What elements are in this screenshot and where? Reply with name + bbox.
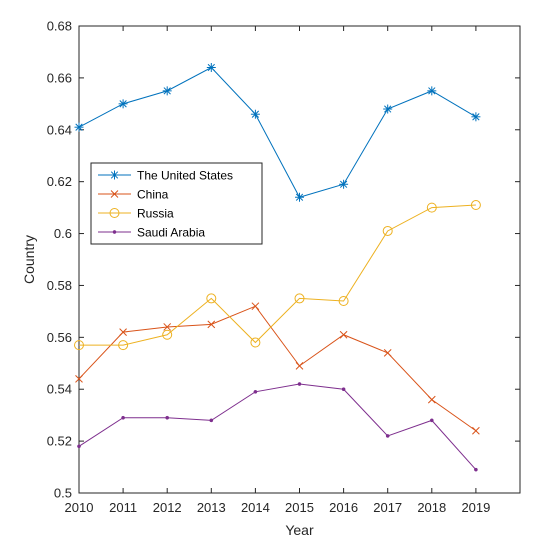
series-saudi-arabia [77, 382, 478, 472]
data-point [297, 382, 302, 386]
legend-label: Russia [137, 207, 174, 221]
data-point [427, 395, 436, 404]
y-tick-label: 0.54 [47, 382, 72, 397]
x-tick-label: 2012 [153, 500, 182, 515]
data-point [250, 337, 261, 348]
y-tick-label: 0.66 [47, 70, 72, 85]
data-point [385, 434, 390, 438]
data-point [294, 293, 305, 304]
plot-area [78, 25, 521, 494]
y-tick-label: 0.58 [47, 278, 72, 293]
legend: The United States China Russia Saudi Arabia [90, 162, 263, 245]
data-point [121, 415, 125, 420]
data-point [74, 122, 84, 132]
x-tick-label: 2014 [241, 500, 270, 515]
data-point [472, 426, 480, 435]
legend-marker [109, 208, 120, 218]
y-tick-label: 0.68 [47, 19, 72, 34]
y-tick-label: 0.56 [47, 330, 72, 345]
series-china [75, 302, 480, 435]
data-point [162, 329, 173, 340]
x-tick-label: 2017 [373, 500, 402, 515]
data-point [471, 112, 481, 122]
legend-marker [110, 190, 119, 198]
legend-entry: China [98, 188, 169, 202]
series-russia [74, 200, 481, 351]
series-line [78, 383, 477, 470]
data-point [163, 323, 172, 331]
data-point [206, 293, 217, 304]
x-tick-label: 2018 [417, 500, 446, 515]
x-tick-label: 2016 [329, 500, 358, 515]
series-layer [74, 63, 481, 472]
data-point [427, 86, 437, 96]
legend-marker [112, 230, 117, 234]
legend-marker [110, 170, 119, 180]
y-tick-label: 0.6 [54, 226, 72, 241]
series-line [79, 204, 476, 346]
data-point [207, 320, 216, 329]
y-axis: 0.5 0.52 0.54 0.56 0.58 0.6 0.62 0.64 0.66 0.68 [47, 19, 520, 501]
data-point [250, 109, 260, 119]
data-point [338, 296, 349, 307]
data-point [119, 328, 127, 336]
legend-label: Saudi Arabia [137, 226, 205, 240]
data-point [383, 349, 392, 357]
series-line [78, 305, 477, 432]
data-point [75, 374, 83, 383]
y-tick-label: 0.5 [54, 486, 72, 501]
data-point [77, 444, 81, 449]
data-point [165, 415, 170, 420]
x-tick-label: 2019 [461, 500, 490, 515]
x-tick-label: 2011 [109, 500, 137, 515]
legend-box [90, 162, 263, 245]
data-point [295, 362, 304, 370]
data-point [341, 387, 346, 392]
data-point [339, 179, 349, 189]
data-point [474, 467, 478, 472]
x-axis-title: Year [285, 522, 314, 538]
data-point [74, 340, 84, 351]
y-axis-title: Country [21, 235, 37, 284]
y-tick-label: 0.62 [47, 174, 72, 189]
data-point [118, 340, 129, 351]
data-point [251, 302, 260, 311]
data-point [382, 225, 393, 236]
x-tick-label: 2015 [285, 500, 314, 515]
data-point [339, 330, 348, 339]
x-tick-label: 2010 [65, 500, 94, 515]
data-point [429, 418, 434, 423]
data-point [206, 63, 216, 73]
data-point [426, 202, 437, 213]
data-point [253, 389, 258, 394]
y-tick-label: 0.52 [47, 434, 72, 449]
data-point [162, 86, 172, 96]
legend-entry: Russia [98, 207, 174, 221]
series-line [78, 66, 477, 198]
x-axis: 2010 2011 2012 2013 2014 2015 2016 2017 2018 2019 [65, 26, 490, 515]
data-point [295, 192, 304, 202]
legend-entry: The United States [98, 169, 233, 183]
y-tick-label: 0.64 [47, 122, 72, 137]
data-point [118, 99, 128, 109]
legend-entry: Saudi Arabia [98, 226, 205, 240]
series-the-united-states [74, 63, 481, 202]
data-point [470, 200, 481, 211]
data-point [209, 418, 214, 423]
x-tick-label: 2013 [197, 500, 226, 515]
data-point [383, 104, 393, 114]
legend-label: China [137, 188, 169, 202]
legend-label: The United States [137, 169, 233, 183]
